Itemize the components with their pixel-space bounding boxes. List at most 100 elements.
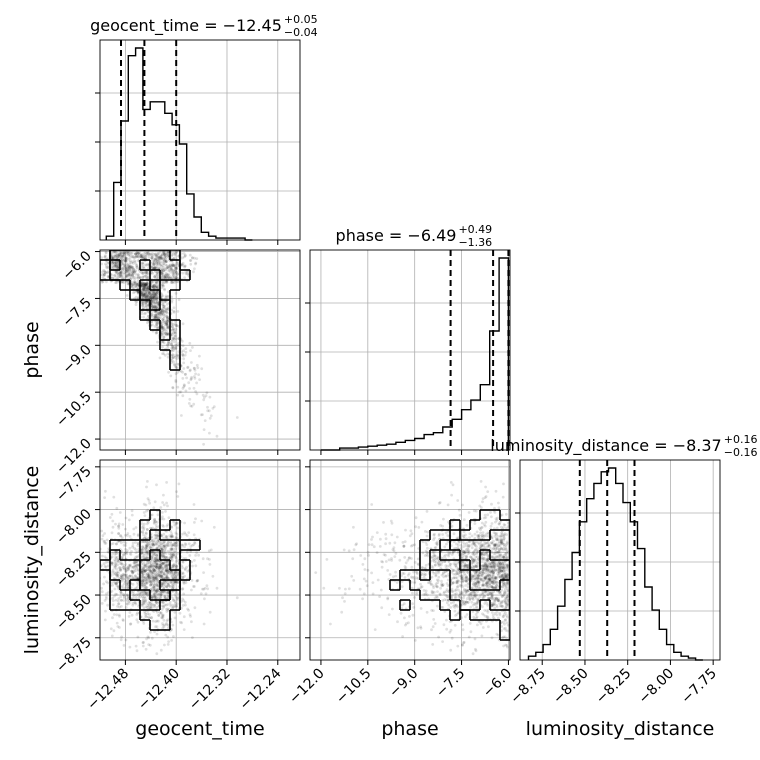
sample-point [192, 386, 196, 390]
sample-point [125, 268, 128, 272]
sample-point [164, 535, 168, 538]
sample-point [157, 314, 161, 317]
sample-point [156, 564, 160, 568]
sample-point [161, 283, 164, 287]
sample-point [162, 540, 166, 544]
sample-point [171, 356, 175, 359]
sample-point [147, 296, 151, 299]
sample-point [164, 260, 168, 263]
sample-point [479, 622, 483, 626]
sample-point [475, 602, 478, 605]
sample-point [119, 252, 123, 255]
sample-point [152, 301, 156, 305]
sample-point [503, 591, 506, 595]
sample-point [499, 540, 503, 544]
sample-point [168, 263, 172, 267]
sample-point [506, 572, 510, 576]
sample-point [169, 580, 173, 583]
sample-point [122, 596, 126, 600]
sample-point [143, 563, 147, 567]
sample-point [123, 573, 127, 577]
sample-point [100, 262, 103, 266]
sample-point [506, 573, 509, 577]
sample-point [435, 595, 438, 599]
sample-point [173, 576, 177, 580]
sample-point [158, 563, 162, 567]
sample-point [486, 572, 490, 576]
sample-point [211, 574, 215, 578]
sample-point [119, 576, 123, 580]
sample-point [160, 534, 164, 538]
sample-point [104, 597, 108, 601]
sample-point [486, 593, 490, 597]
sample-point [118, 275, 122, 279]
sample-point [174, 580, 178, 584]
sample-point [159, 254, 163, 258]
sample-point [128, 645, 132, 649]
sample-point [127, 273, 131, 277]
sample-point [131, 283, 135, 286]
sample-point [124, 274, 128, 278]
sample-point [370, 543, 374, 547]
sample-point [166, 332, 170, 336]
sample-point [173, 331, 177, 335]
sample-point [153, 584, 156, 587]
sample-point [431, 591, 435, 595]
sample-point [135, 251, 139, 255]
sample-point [150, 583, 154, 587]
sample-point [162, 536, 166, 540]
sample-point [494, 586, 498, 590]
sample-point [211, 406, 215, 410]
sample-point [141, 271, 144, 275]
sample-point [149, 294, 153, 297]
sample-point [499, 540, 503, 543]
sample-point [163, 267, 167, 271]
sample-point [159, 573, 163, 576]
sample-point [100, 256, 104, 259]
sample-point [153, 540, 157, 543]
sample-point [434, 582, 438, 586]
sample-point [434, 574, 438, 578]
sample-point [153, 543, 156, 546]
sample-point [157, 316, 160, 320]
sample-point [184, 350, 188, 354]
sample-point [436, 540, 439, 544]
sample-point [147, 288, 150, 292]
sample-point [106, 603, 109, 607]
sample-point [145, 271, 149, 275]
sample-point [483, 545, 486, 549]
sample-point [153, 298, 156, 302]
sample-point [492, 531, 496, 534]
sample-point [142, 581, 146, 585]
sample-point [116, 558, 120, 562]
sample-point [174, 346, 178, 350]
sample-point [141, 262, 145, 266]
sample-point [151, 305, 155, 308]
sample-point [152, 543, 156, 546]
sample-point [162, 561, 166, 565]
sample-point [135, 282, 139, 286]
sample-point [164, 563, 168, 567]
sample-point [101, 270, 104, 274]
sample-point [100, 537, 104, 541]
sample-point [146, 253, 150, 257]
sample-point [408, 534, 412, 538]
sample-point [159, 611, 163, 615]
sample-point [476, 534, 479, 537]
sample-point [131, 544, 135, 547]
sample-point [187, 542, 191, 546]
sample-point [413, 577, 417, 581]
sample-point [120, 575, 124, 578]
sample-point [460, 580, 463, 584]
sample-point [124, 270, 128, 274]
sample-point [114, 261, 117, 264]
sample-point [147, 296, 151, 300]
sample-point [502, 539, 505, 542]
sample-point [122, 269, 126, 272]
sample-point [121, 555, 124, 559]
sample-point [141, 545, 145, 549]
sample-point [170, 584, 174, 588]
sample-point [401, 541, 405, 544]
sample-point [503, 570, 507, 574]
sample-point [151, 526, 155, 530]
